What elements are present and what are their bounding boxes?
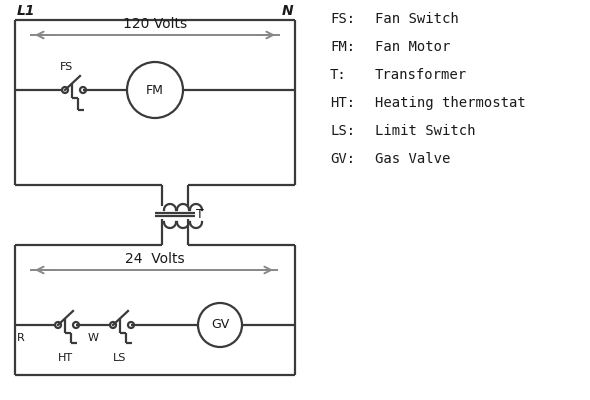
- Text: N: N: [281, 4, 293, 18]
- Text: Fan Motor: Fan Motor: [375, 40, 450, 54]
- Text: HT:: HT:: [330, 96, 355, 110]
- Text: LS:: LS:: [330, 124, 355, 138]
- Text: Limit Switch: Limit Switch: [375, 124, 476, 138]
- Text: GV:: GV:: [330, 152, 355, 166]
- Text: Transformer: Transformer: [375, 68, 467, 82]
- Text: GV: GV: [211, 318, 229, 332]
- Text: FS:: FS:: [330, 12, 355, 26]
- Text: T: T: [196, 208, 204, 220]
- Text: FM: FM: [146, 84, 164, 96]
- Text: Gas Valve: Gas Valve: [375, 152, 450, 166]
- Text: FS: FS: [60, 62, 73, 72]
- Text: HT: HT: [57, 353, 73, 363]
- Text: 24  Volts: 24 Volts: [125, 252, 185, 266]
- Text: 120 Volts: 120 Volts: [123, 17, 187, 31]
- Text: W: W: [88, 333, 99, 343]
- Text: Fan Switch: Fan Switch: [375, 12, 459, 26]
- Text: L1: L1: [17, 4, 35, 18]
- Text: R: R: [17, 333, 25, 343]
- Text: Heating thermostat: Heating thermostat: [375, 96, 526, 110]
- Text: LS: LS: [113, 353, 127, 363]
- Text: FM:: FM:: [330, 40, 355, 54]
- Text: T:: T:: [330, 68, 347, 82]
